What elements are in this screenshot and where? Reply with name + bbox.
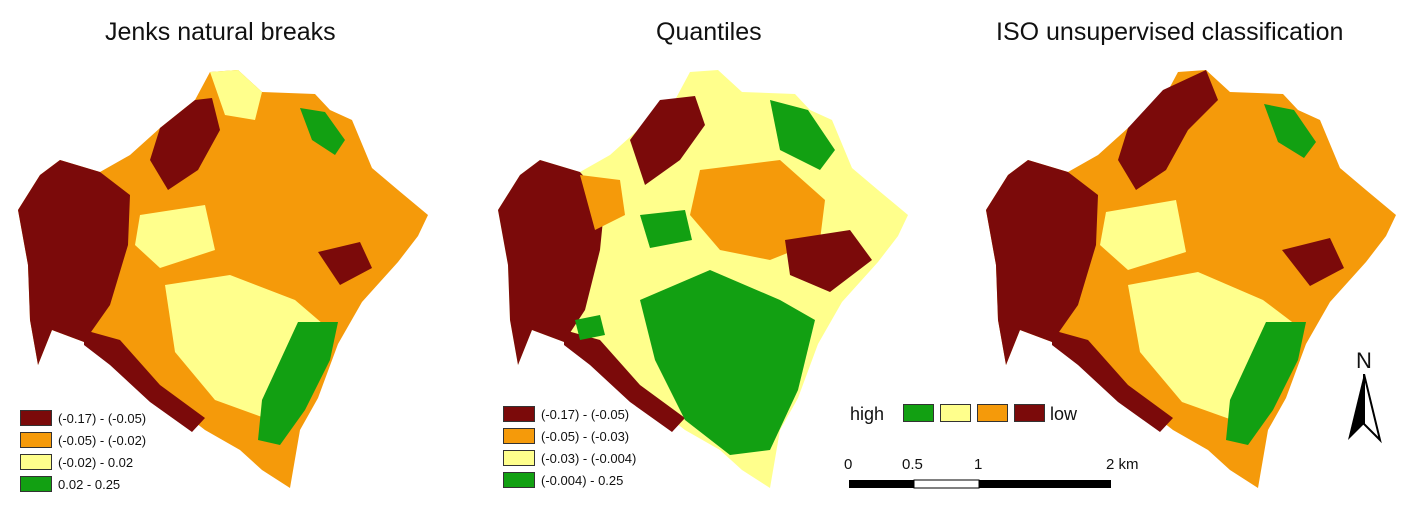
- scale-tick-label: 0: [844, 456, 853, 473]
- region-dark-south: [84, 330, 205, 432]
- map-jenks: [18, 70, 428, 488]
- map-quantiles: [498, 70, 908, 488]
- ramp-low-label: low: [1050, 404, 1078, 424]
- legend-label: (-0.02) - 0.02: [58, 455, 134, 470]
- region-green-center: [640, 210, 692, 248]
- region-dark-east: [785, 230, 872, 292]
- scale-tick-label: 0.5: [902, 456, 923, 473]
- region-dark-south: [564, 330, 685, 432]
- legend-swatch: [20, 432, 52, 448]
- region-dark-north: [630, 96, 705, 185]
- legend-label: (-0.03) - (-0.004): [541, 451, 637, 466]
- legend-swatch: [20, 410, 52, 426]
- region-dark-east: [318, 242, 372, 285]
- map-iso: [986, 70, 1396, 488]
- ramp-swatch-low: [1014, 404, 1045, 422]
- north-arrow: N: [1342, 348, 1392, 444]
- scale-tick-label: 1: [974, 456, 983, 473]
- legend-swatch: [20, 476, 52, 492]
- north-label: N: [1356, 348, 1372, 373]
- map-region-iso: [986, 70, 1396, 488]
- region-dark-south: [1052, 330, 1173, 432]
- legend-label: (-0.17) - (-0.05): [541, 407, 630, 422]
- region-light-west: [1100, 200, 1186, 270]
- scale-bar: 0 0.5 1 2 km: [840, 456, 1139, 496]
- legend-label: 0.02 - 0.25: [58, 477, 121, 492]
- scale-segment: [849, 480, 914, 488]
- ramp-swatch-high: [903, 404, 934, 422]
- region-dark-west: [498, 160, 605, 365]
- region-orange-center: [690, 160, 825, 260]
- legend-swatch: [503, 450, 535, 466]
- scale-segment: [913, 479, 980, 489]
- legend-label: (-0.17) - (-0.05): [58, 411, 147, 426]
- legend-label: (-0.004) - 0.25: [541, 473, 624, 488]
- north-arrow-icon: [1348, 374, 1382, 444]
- region-dark-north: [1118, 70, 1218, 190]
- region-dark-west: [18, 160, 130, 365]
- region-green-west: [575, 315, 605, 340]
- legend-label: (-0.05) - (-0.02): [58, 433, 147, 448]
- map-region-jenks: [18, 70, 428, 488]
- region-light-west: [135, 205, 215, 268]
- region-green-ne: [300, 108, 345, 155]
- panel-title: Jenks natural breaks: [105, 18, 336, 46]
- legend-swatch: [503, 428, 535, 444]
- region-green-ne: [1264, 104, 1316, 158]
- panel-title: ISO unsupervised classification: [996, 18, 1344, 46]
- legend-swatch: [503, 406, 535, 422]
- scale-tick-label: 2 km: [1106, 456, 1139, 473]
- region-green-se: [258, 322, 338, 445]
- scale-segment: [979, 480, 1111, 488]
- region-dark-west: [986, 160, 1098, 365]
- region-green-south: [640, 270, 815, 455]
- region-green-se: [1226, 322, 1306, 445]
- legend-swatch: [20, 454, 52, 470]
- map-region-quantiles: [498, 70, 908, 488]
- region-dark-east: [1282, 238, 1344, 286]
- region-light-north: [210, 70, 262, 120]
- legend-label: (-0.05) - (-0.03): [541, 429, 630, 444]
- ramp-swatch-2: [940, 404, 971, 422]
- region-green-ne: [770, 100, 835, 170]
- legend-swatch: [503, 472, 535, 488]
- scale-bar-graphic: [849, 479, 1111, 489]
- ramp-swatch-3: [977, 404, 1008, 422]
- region-dark-north: [150, 98, 220, 190]
- ramp-high-label: high: [850, 404, 885, 424]
- region-orange-west: [580, 175, 625, 230]
- panel-title: Quantiles: [656, 18, 762, 46]
